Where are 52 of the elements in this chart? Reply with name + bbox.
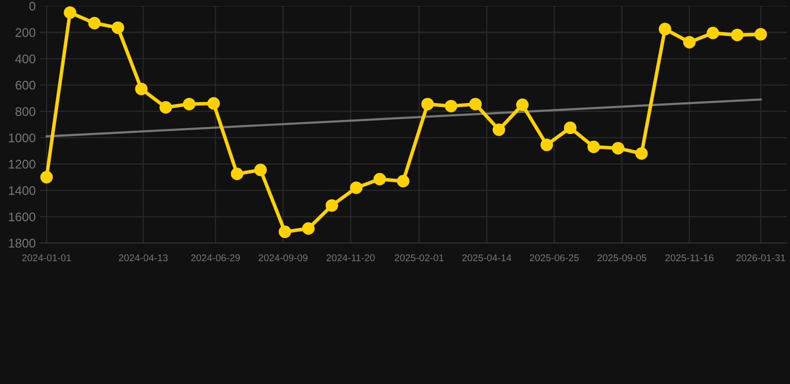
point [516, 98, 529, 111]
x-tick-label: 2026-01-31 [736, 254, 786, 262]
point [64, 6, 76, 19]
point [302, 222, 315, 235]
point [396, 174, 410, 188]
x-tick-label: 2025-04-14 [462, 254, 512, 262]
x-tick-label: 2025-11-16 [665, 254, 714, 262]
point [326, 199, 338, 212]
point [635, 147, 648, 160]
point [731, 28, 744, 42]
point [230, 168, 244, 180]
y-tick-label: 600 [16, 80, 36, 90]
point [658, 22, 672, 36]
x-tick-label: 2024-06-29 [191, 254, 240, 262]
y-tick-label: 800 [16, 107, 36, 116]
x-tick-label: 2025-02-01 [394, 254, 444, 262]
point [706, 26, 720, 40]
point [492, 124, 506, 136]
y-tick-label: 0 [29, 2, 36, 11]
point [350, 181, 363, 194]
point [587, 140, 600, 154]
point [754, 28, 767, 41]
y-tick-label: 1600 [8, 212, 36, 222]
x-tick-label: 2024-09-09 [258, 254, 308, 262]
y-tick-label: 1200 [8, 160, 36, 169]
point [564, 122, 576, 134]
y-tick-label: 1800 [8, 238, 36, 248]
point [444, 100, 458, 112]
point [540, 138, 554, 152]
point [421, 98, 434, 110]
y-tick-label: 200 [16, 28, 36, 37]
x-tick-label: 2024-01-01 [22, 254, 71, 262]
point [88, 16, 101, 30]
point [182, 98, 196, 110]
point [112, 21, 124, 34]
x-tick-label: 2024-04-13 [118, 254, 168, 262]
point [135, 82, 148, 96]
point [469, 98, 482, 110]
point [373, 172, 386, 186]
x-tick-label: 2024-11-20 [326, 254, 375, 262]
x-tick-label: 2025-06-25 [530, 254, 579, 262]
x-tick-label: 2025-09-05 [597, 254, 646, 262]
y-tick-label: 1000 [8, 133, 36, 142]
y-tick-label: 1400 [8, 186, 36, 195]
point [612, 142, 624, 154]
point [683, 36, 696, 48]
point [207, 97, 220, 110]
point [278, 226, 292, 238]
point [160, 101, 172, 114]
point [254, 164, 267, 176]
y-tick-label: 400 [15, 54, 36, 64]
point [40, 170, 53, 184]
